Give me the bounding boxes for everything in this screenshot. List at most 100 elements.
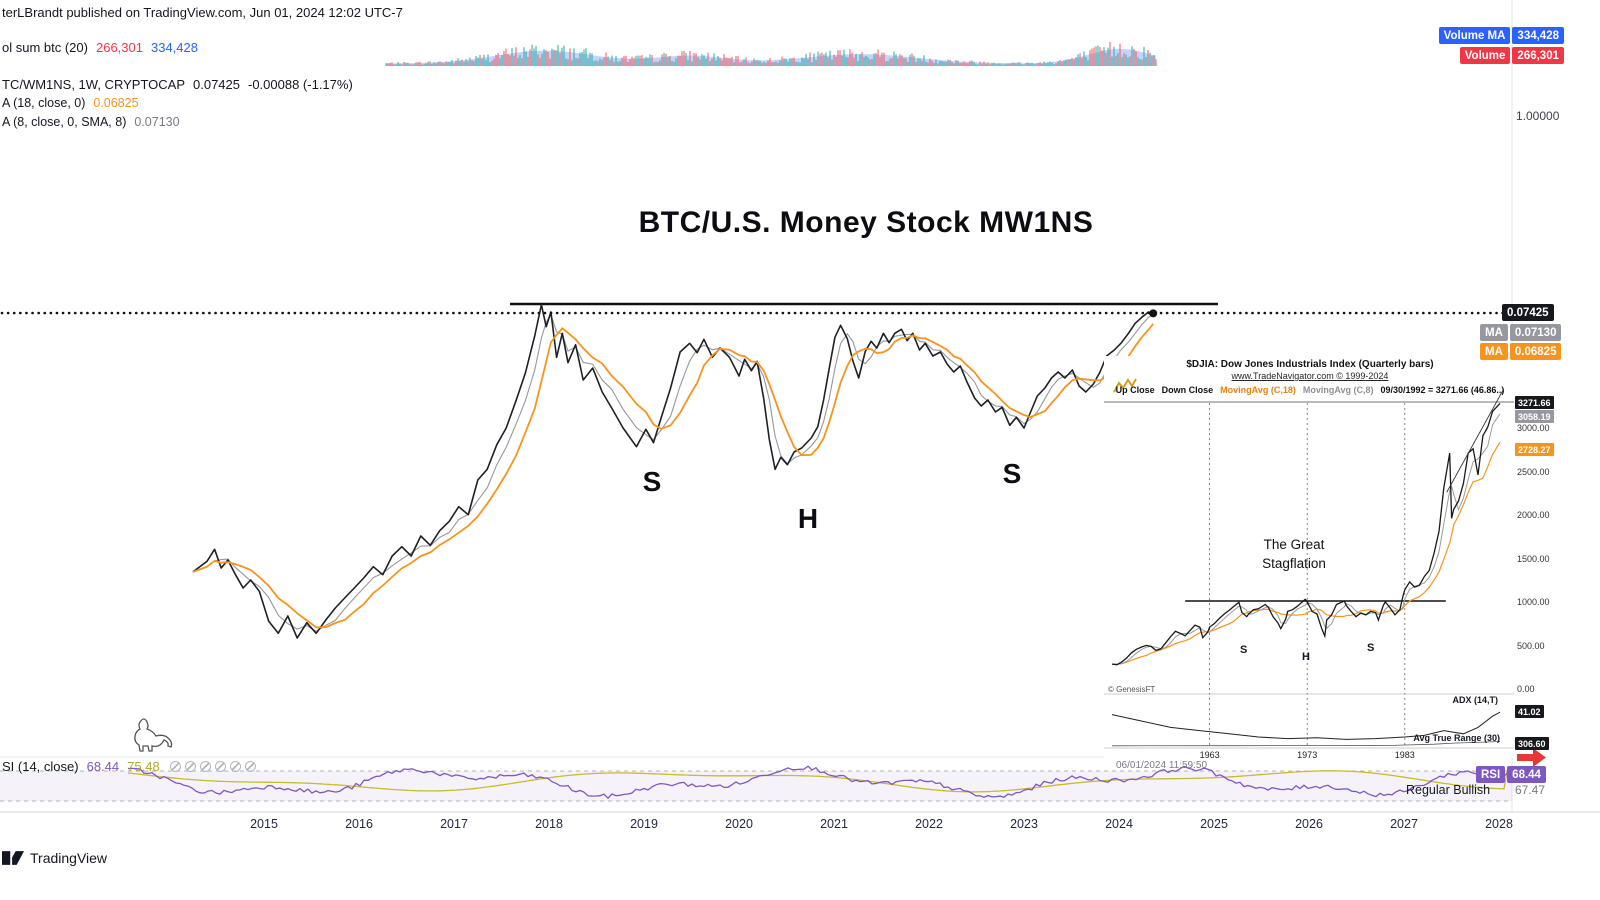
dino-doodle-icon <box>134 718 173 752</box>
time-axis-label: 2023 <box>1010 817 1038 831</box>
head-label: H <box>797 503 819 534</box>
footer-brand[interactable]: TradingView <box>2 850 107 866</box>
time-axis-label: 2019 <box>630 817 658 831</box>
volume-legend-label: ol sum btc (20) <box>2 40 88 55</box>
hidden-plot-icon <box>184 761 196 772</box>
volume-ma-badge-value: 334,428 <box>1512 27 1564 44</box>
time-axis-label: 2018 <box>535 817 563 831</box>
time-axis-label: 2015 <box>250 817 278 831</box>
tradingview-logo-icon <box>2 851 24 865</box>
drawing-timestamp: 06/01/2024 11:59:50 <box>1116 760 1208 771</box>
atr-value-badge: 306.60 <box>1515 737 1549 750</box>
ma18-line <box>192 323 1154 629</box>
rsi-value: 68.44 <box>86 759 120 774</box>
time-axis-label: 2021 <box>820 817 848 831</box>
gold-doodle-icon <box>1113 378 1137 393</box>
inset-legend: Up Close Down Close MovingAvg (C,18) Mov… <box>1104 385 1516 395</box>
atr-line <box>1111 741 1501 747</box>
footer-brand-text: TradingView <box>30 850 108 866</box>
right-shoulder-label: S <box>1002 458 1022 489</box>
adx-value-badge: 41.02 <box>1515 705 1544 718</box>
inset-close-badge: 3271.66 <box>1515 396 1554 409</box>
price-axis-label: 1.00000 <box>1516 109 1560 123</box>
volume-current-value: 266,301 <box>95 40 143 55</box>
ma8-badge-value: 0.07130 <box>1509 324 1562 341</box>
hidden-plot-icon <box>169 761 181 772</box>
left-shoulder-label: S <box>642 466 662 497</box>
inset-legend-ma8: MovingAvg (C,8) <box>1302 385 1374 395</box>
inset-right-shoulder-label: S <box>1367 642 1375 654</box>
inset-price-label: 1000.00 <box>1517 597 1550 607</box>
atr-label: Avg True Range (30) <box>1413 733 1500 743</box>
symbol-price: 0.07425 <box>193 77 240 92</box>
inset-legend-ma18: MovingAvg (C,18) <box>1220 385 1296 395</box>
ma18-badge-value: 0.06825 <box>1509 343 1562 360</box>
rsi-legend[interactable]: SI (14, close) 68.44 75.48 <box>2 759 258 774</box>
ma8-badge-label: MA <box>1480 324 1508 341</box>
time-axis-label: 2020 <box>725 817 753 831</box>
hidden-plots <box>168 761 258 772</box>
rsi-ma-value: 75.48 <box>127 759 160 774</box>
ma18-legend-value: 0.06825 <box>93 96 139 110</box>
chart-title: BTC/U.S. Money Stock MW1NS <box>638 206 1094 239</box>
adx-label: ADX (14,T) <box>1452 695 1498 705</box>
attribution-text: terLBrandt published on TradingView.com,… <box>2 5 403 20</box>
hidden-plot-icon <box>229 761 241 772</box>
volume-bars <box>385 42 1157 66</box>
inset-head-label: H <box>1302 651 1310 663</box>
inset-ma18-line <box>1111 441 1501 666</box>
volume-legend[interactable]: ol sum btc (20) 266,301 334,428 <box>2 40 198 55</box>
adx-line <box>1111 711 1501 740</box>
rsi-badge: RSI 68.44 <box>1476 766 1546 783</box>
ma18-price-badge: MA 0.06825 <box>1480 343 1562 360</box>
inset-background <box>1104 356 1514 758</box>
hidden-plot-icon <box>244 761 256 772</box>
volume-ma-badge-label: Volume MA <box>1438 27 1511 44</box>
ma18-badge-label: MA <box>1480 343 1508 360</box>
volume-badge: Volume 266,301 <box>1459 47 1564 64</box>
symbol-legend[interactable]: TC/WM1NS, 1W, CRYPTOCAP 0.07425 -0.00088… <box>2 77 353 92</box>
symbol-change: -0.00088 (-1.17%) <box>248 77 353 92</box>
price-line <box>192 303 1154 639</box>
last-price-badge: 0.07425 <box>1502 304 1554 321</box>
rsi-axis-value: 67.47 <box>1515 783 1546 797</box>
genesis-copyright: © GenesisFT <box>1108 685 1156 694</box>
rsi-badge-label: RSI <box>1476 766 1506 783</box>
inset-source-link[interactable]: www.TradeNavigator.com © 1999-2024 <box>1231 371 1389 381</box>
inset-trendline <box>1446 389 1504 493</box>
inset-price-label: 0.00 <box>1517 684 1535 694</box>
ma8-legend[interactable]: A (8, close, 0, SMA, 8) 0.07130 <box>2 115 180 129</box>
inset-ma8-badge: 3058.19 <box>1515 410 1554 423</box>
volume-ma-value: 334,428 <box>150 40 198 55</box>
inset-time-label: 1973 <box>1297 750 1318 760</box>
inset-price-label: 2500.00 <box>1517 466 1550 477</box>
rsi-badge-value: 68.44 <box>1507 766 1546 783</box>
time-axis-label: 2024 <box>1105 817 1133 831</box>
hidden-plot-icon <box>214 761 226 772</box>
volume-badge-value: 266,301 <box>1512 47 1564 64</box>
time-axis-label: 2028 <box>1485 817 1513 831</box>
inset-price-label: 2000.00 <box>1517 510 1550 520</box>
ma18-legend[interactable]: A (18, close, 0) 0.06825 <box>2 96 139 110</box>
symbol-name: TC/WM1NS, 1W, CRYPTOCAP <box>2 77 185 92</box>
ma8-legend-value: 0.07130 <box>134 115 180 129</box>
ma8-price-badge: MA 0.07130 <box>1480 324 1562 341</box>
inset-ma18-badge: 2728.27 <box>1515 443 1554 456</box>
inset-price-label: 3000.00 <box>1517 423 1550 433</box>
inset-time-label: 1963 <box>1199 750 1220 760</box>
time-axis-label: 2016 <box>345 817 373 831</box>
inset-price-label: 1500.00 <box>1517 553 1550 564</box>
time-axis-label: 2025 <box>1200 817 1228 831</box>
volume-badge-label: Volume <box>1459 47 1511 64</box>
inset-legend-down-close: Down Close <box>1161 385 1214 395</box>
inset-price-line <box>1111 402 1501 666</box>
inset-time-label: 1983 <box>1394 750 1415 760</box>
rsi-legend-label: SI (14, close) <box>2 759 79 774</box>
rsi-ma-line <box>127 766 1509 793</box>
hidden-plot-icon <box>199 761 211 772</box>
inset-title: $DJIA: Dow Jones Industrials Index (Quar… <box>1186 359 1434 370</box>
ma18-legend-label: A (18, close, 0) <box>2 96 86 110</box>
stagflation-annotation: The Great Stagflation <box>1262 537 1326 571</box>
ma8-legend-label: A (8, close, 0, SMA, 8) <box>2 115 127 129</box>
